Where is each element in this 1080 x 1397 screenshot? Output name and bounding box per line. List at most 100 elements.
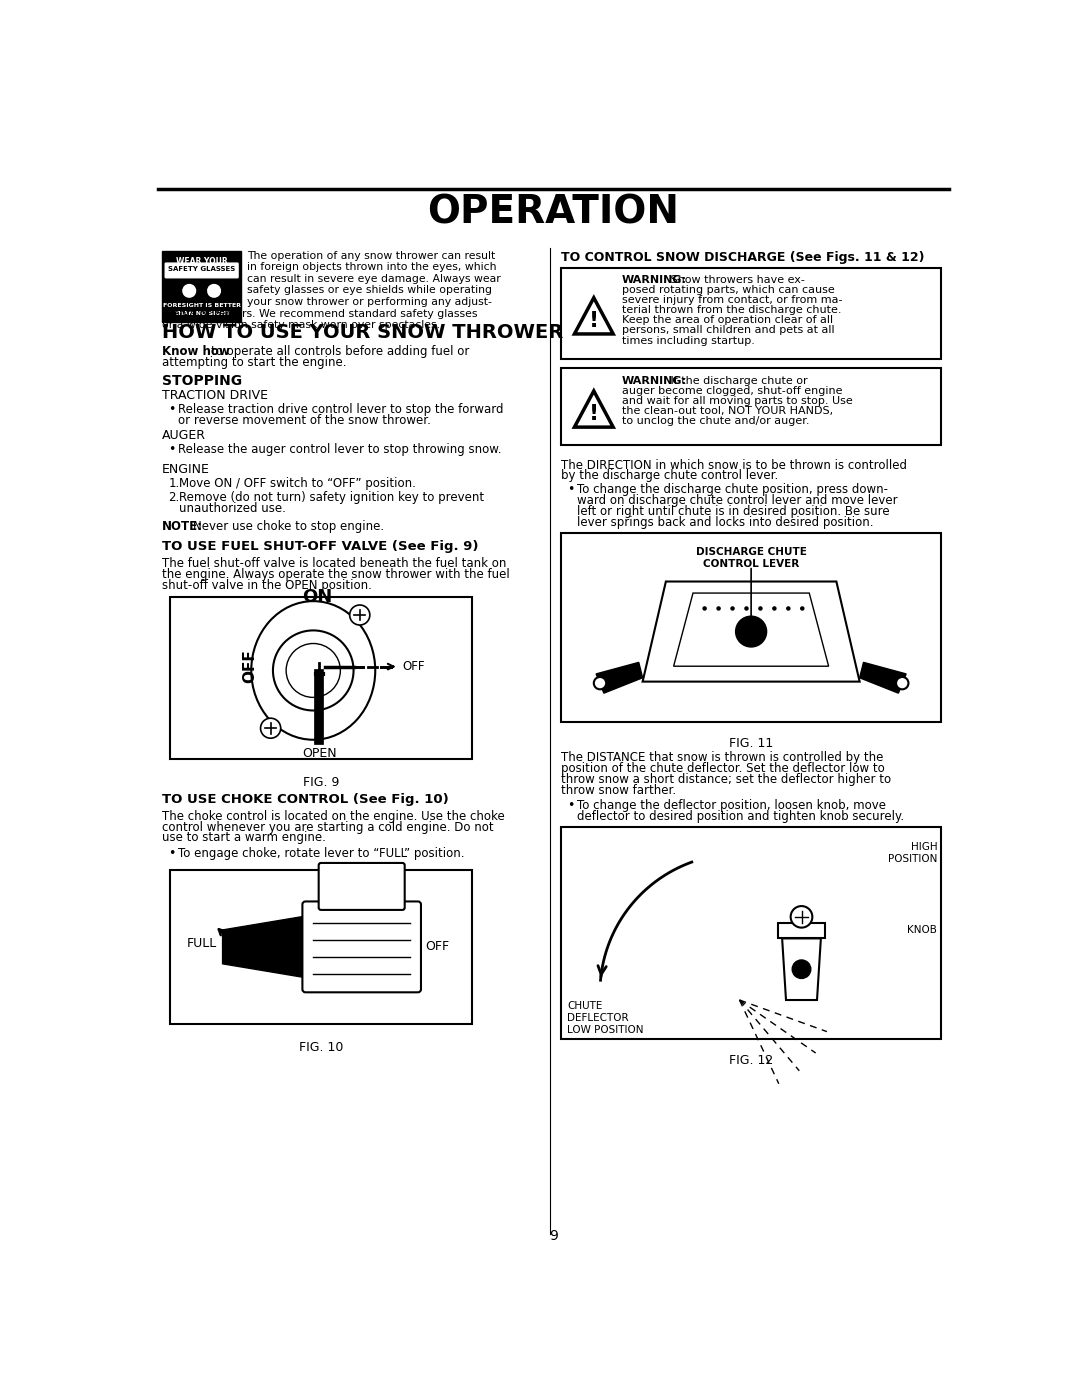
Text: OFF: OFF bbox=[403, 661, 424, 673]
Bar bbox=[562, 367, 941, 444]
FancyBboxPatch shape bbox=[165, 263, 238, 278]
Text: your snow thrower or performing any adjust-: your snow thrower or performing any adju… bbox=[247, 298, 492, 307]
Text: AUGER: AUGER bbox=[162, 429, 206, 443]
Text: OPEN: OPEN bbox=[302, 747, 337, 760]
Text: The DIRECTION in which snow is to be thrown is controlled: The DIRECTION in which snow is to be thr… bbox=[562, 458, 907, 472]
Polygon shape bbox=[782, 939, 821, 1000]
Circle shape bbox=[731, 606, 734, 610]
Text: deflector to desired position and tighten knob securely.: deflector to desired position and tighte… bbox=[577, 810, 904, 823]
Text: times including startup.: times including startup. bbox=[622, 335, 755, 345]
Text: •: • bbox=[168, 404, 176, 416]
Circle shape bbox=[703, 606, 706, 610]
Text: persons, small children and pets at all: persons, small children and pets at all bbox=[622, 326, 835, 335]
Text: THAN NO SIGHT: THAN NO SIGHT bbox=[174, 312, 230, 316]
Circle shape bbox=[594, 678, 606, 689]
Text: If the discharge chute or: If the discharge chute or bbox=[666, 376, 807, 386]
Text: auger become clogged, shut-off engine: auger become clogged, shut-off engine bbox=[622, 386, 842, 395]
Bar bbox=[562, 534, 941, 722]
Polygon shape bbox=[575, 298, 613, 334]
Text: The fuel shut-off valve is located beneath the fuel tank on: The fuel shut-off valve is located benea… bbox=[162, 557, 507, 570]
Circle shape bbox=[717, 606, 720, 610]
Text: 2.: 2. bbox=[168, 490, 179, 504]
Text: Keep the area of operation clear of all: Keep the area of operation clear of all bbox=[622, 316, 833, 326]
Text: Never use choke to stop engine.: Never use choke to stop engine. bbox=[193, 520, 384, 534]
Circle shape bbox=[759, 606, 762, 610]
Text: !: ! bbox=[589, 312, 599, 331]
Text: use to start a warm engine.: use to start a warm engine. bbox=[162, 831, 326, 844]
Text: position of the chute deflector. Set the deflector low to: position of the chute deflector. Set the… bbox=[562, 763, 885, 775]
Text: Release traction drive control lever to stop the forward: Release traction drive control lever to … bbox=[177, 404, 503, 416]
Text: 9: 9 bbox=[549, 1229, 558, 1243]
Text: can result in severe eye damage. Always wear: can result in severe eye damage. Always … bbox=[247, 274, 501, 284]
Polygon shape bbox=[596, 662, 643, 693]
Text: to operate all controls before adding fuel or: to operate all controls before adding fu… bbox=[211, 345, 470, 358]
Ellipse shape bbox=[252, 601, 375, 740]
Text: left or right until chute is in desired position. Be sure: left or right until chute is in desired … bbox=[577, 504, 889, 518]
Bar bbox=[162, 251, 241, 321]
Text: lever springs back and locks into desired position.: lever springs back and locks into desire… bbox=[577, 515, 874, 528]
Text: OPERATION: OPERATION bbox=[428, 193, 679, 232]
Text: The DISTANCE that snow is thrown is controlled by the: The DISTANCE that snow is thrown is cont… bbox=[562, 752, 883, 764]
Text: KNOB: KNOB bbox=[907, 925, 937, 935]
Text: To engage choke, rotate lever to “FULL” position.: To engage choke, rotate lever to “FULL” … bbox=[177, 847, 464, 859]
Text: FORESIGHT IS BETTER: FORESIGHT IS BETTER bbox=[163, 303, 241, 309]
Text: severe injury from contact, or from ma-: severe injury from contact, or from ma- bbox=[622, 295, 842, 306]
Text: Remove (do not turn) safety ignition key to prevent: Remove (do not turn) safety ignition key… bbox=[179, 490, 484, 504]
Polygon shape bbox=[860, 662, 906, 693]
Circle shape bbox=[735, 616, 767, 647]
Text: FULL: FULL bbox=[187, 936, 217, 950]
Circle shape bbox=[273, 630, 353, 711]
Polygon shape bbox=[643, 581, 860, 682]
Text: TRACTION DRIVE: TRACTION DRIVE bbox=[162, 390, 268, 402]
Bar bbox=[170, 870, 472, 1024]
Text: or reverse movement of the snow thrower.: or reverse movement of the snow thrower. bbox=[177, 414, 431, 427]
Circle shape bbox=[773, 606, 775, 610]
Circle shape bbox=[260, 718, 281, 738]
Text: WARNING:: WARNING: bbox=[622, 376, 687, 386]
Text: throw snow a short distance; set the deflector higher to: throw snow a short distance; set the def… bbox=[562, 773, 891, 787]
Text: FIG. 11: FIG. 11 bbox=[729, 738, 773, 750]
Text: •: • bbox=[567, 483, 575, 496]
Circle shape bbox=[206, 284, 221, 299]
Text: WARNING:: WARNING: bbox=[622, 275, 687, 285]
Text: Move ON / OFF switch to “OFF” position.: Move ON / OFF switch to “OFF” position. bbox=[179, 478, 416, 490]
Text: SAFETY GLASSES: SAFETY GLASSES bbox=[168, 267, 235, 272]
Text: or a wide vision safety mask worn over spectacles.: or a wide vision safety mask worn over s… bbox=[162, 320, 441, 330]
Bar bbox=[779, 923, 825, 939]
Text: OFF: OFF bbox=[242, 650, 257, 683]
Text: •: • bbox=[168, 443, 176, 457]
Text: TO USE CHOKE CONTROL (See Fig. 10): TO USE CHOKE CONTROL (See Fig. 10) bbox=[162, 793, 449, 806]
Circle shape bbox=[745, 606, 748, 610]
Text: HIGH
POSITION: HIGH POSITION bbox=[888, 842, 937, 863]
Text: To change the discharge chute position, press down-: To change the discharge chute position, … bbox=[577, 483, 888, 496]
Text: control whenever you are starting a cold engine. Do not: control whenever you are starting a cold… bbox=[162, 820, 494, 834]
Text: by the discharge chute control lever.: by the discharge chute control lever. bbox=[562, 469, 779, 482]
Text: The choke control is located on the engine. Use the choke: The choke control is located on the engi… bbox=[162, 810, 504, 823]
Text: and wait for all moving parts to stop. Use: and wait for all moving parts to stop. U… bbox=[622, 395, 852, 405]
Circle shape bbox=[793, 960, 811, 978]
Text: ENGINE: ENGINE bbox=[162, 464, 210, 476]
Text: to unclog the chute and/or auger.: to unclog the chute and/or auger. bbox=[622, 415, 809, 426]
Bar bbox=[170, 598, 472, 759]
Text: in foreign objects thrown into the eyes, which: in foreign objects thrown into the eyes,… bbox=[247, 263, 497, 272]
Text: STOPPING: STOPPING bbox=[162, 374, 242, 388]
Text: FIG. 9: FIG. 9 bbox=[302, 775, 339, 789]
Text: the clean-out tool, NOT YOUR HANDS,: the clean-out tool, NOT YOUR HANDS, bbox=[622, 405, 833, 415]
Circle shape bbox=[800, 606, 804, 610]
Text: WEAR YOUR: WEAR YOUR bbox=[176, 257, 228, 265]
Text: TO USE FUEL SHUT-OFF VALVE (See Fig. 9): TO USE FUEL SHUT-OFF VALVE (See Fig. 9) bbox=[162, 541, 478, 553]
Text: attempting to start the engine.: attempting to start the engine. bbox=[162, 355, 347, 369]
Text: Snow throwers have ex-: Snow throwers have ex- bbox=[666, 275, 805, 285]
Text: FIG. 12: FIG. 12 bbox=[729, 1053, 773, 1067]
Polygon shape bbox=[575, 391, 613, 427]
Text: •: • bbox=[567, 799, 575, 812]
Text: posed rotating parts, which can cause: posed rotating parts, which can cause bbox=[622, 285, 835, 295]
Bar bbox=[562, 268, 941, 359]
Circle shape bbox=[181, 284, 197, 299]
Bar bbox=[562, 827, 941, 1038]
Circle shape bbox=[350, 605, 369, 624]
FancyBboxPatch shape bbox=[302, 901, 421, 992]
Text: To change the deflector position, loosen knob, move: To change the deflector position, loosen… bbox=[577, 799, 886, 812]
Text: TO CONTROL SNOW DISCHARGE (See Figs. 11 & 12): TO CONTROL SNOW DISCHARGE (See Figs. 11 … bbox=[562, 251, 924, 264]
Text: ments or repairs. We recommend standard safety glasses: ments or repairs. We recommend standard … bbox=[162, 309, 477, 319]
